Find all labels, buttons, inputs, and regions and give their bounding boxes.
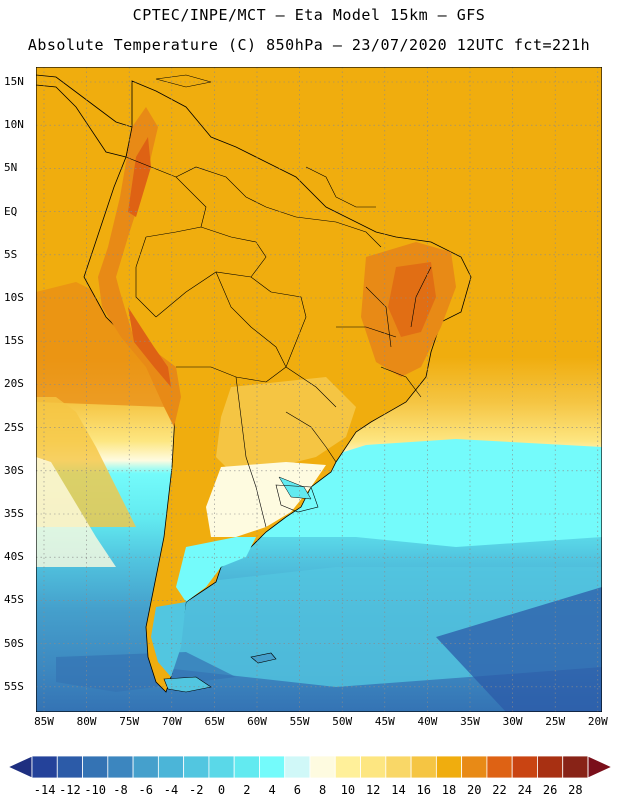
colorbar (6, 755, 614, 779)
colorbar-tick-label: 4 (268, 783, 276, 797)
lon-label: 40W (417, 715, 438, 728)
lat-label: 10S (4, 291, 24, 304)
atlantic-cold-mass (186, 439, 602, 547)
colorbar-tick-label: 26 (542, 783, 558, 797)
lon-label: 65W (204, 715, 225, 728)
colorbar-segment (334, 755, 361, 779)
caribbean-island (155, 74, 212, 88)
lat-label: 30S (4, 463, 24, 477)
colorbar-segment (461, 755, 488, 779)
lon-label: 45W (374, 715, 395, 728)
colorbar-tick-label: 6 (293, 783, 301, 797)
lon-label: 50W (332, 715, 353, 728)
lon-label: 85W (34, 715, 54, 728)
colorbar-segment (410, 755, 437, 779)
colorbar-tick-label: 20 (467, 783, 482, 797)
lon-label: 80W (76, 715, 97, 728)
lon-label: 75W (119, 715, 140, 728)
colorbar-segment (385, 755, 412, 779)
lat-label: 35S (4, 507, 24, 520)
lagoa-dos-patos (278, 476, 312, 500)
patagonia-cold (176, 537, 256, 602)
colorbar-segment (132, 755, 159, 779)
colorbar-segment (284, 755, 311, 779)
colorbar-segment (435, 755, 463, 779)
lat-label: 40S (4, 550, 24, 564)
lon-label: 60W (247, 715, 267, 728)
lon-label: 20W (587, 715, 608, 728)
colorbar-segment (537, 755, 564, 779)
colorbar-segment (259, 755, 286, 779)
colorbar-tick-label: 12 (365, 783, 381, 797)
colorbar-segment (233, 755, 260, 779)
tierra-del-fuego (163, 676, 212, 693)
colorbar-tick-label: 18 (441, 783, 457, 797)
colorbar-tick-label: 8 (319, 783, 327, 797)
colorbar-under-arrow (6, 755, 33, 779)
colorbar-tick-label: -6 (138, 783, 153, 797)
lon-label: 35W (460, 715, 480, 728)
colorbar-segment (511, 755, 538, 779)
colorbar-segment (208, 755, 235, 779)
colorbar-tick-label: -14 (33, 783, 56, 797)
falkland-islands (250, 652, 277, 664)
lon-label: 70W (161, 715, 182, 728)
lat-label: 10N (4, 118, 24, 132)
central-america-land (36, 74, 133, 158)
colorbar-tick-label: 16 (416, 783, 431, 797)
lat-label: EQ (4, 204, 18, 218)
rio-de-la-plata (275, 484, 319, 513)
colorbar-segment (157, 755, 185, 779)
lat-label: 25S (4, 420, 24, 434)
colorbar-over-arrow (587, 755, 614, 779)
colorbar-segment (107, 755, 134, 779)
andes-peak-south (128, 307, 171, 387)
lat-label: 45S (4, 593, 24, 607)
pampas-cool (206, 462, 326, 537)
colorbar-tick-label: 2 (243, 783, 251, 797)
colorbar-tick-label: 22 (492, 783, 507, 797)
deep-cold-patch-east (436, 587, 602, 712)
colorbar-tick-label: 28 (568, 783, 583, 797)
colorbar-segment (183, 755, 210, 779)
colorbar-tick-label: -2 (189, 783, 204, 797)
colorbar-segment (309, 755, 336, 779)
colorbar-segment (82, 755, 109, 779)
colorbar-segment (31, 755, 58, 779)
lat-label: 20S (4, 377, 24, 391)
colorbar-tick-label: 0 (217, 783, 226, 797)
country-borders (125, 156, 432, 528)
lat-label: 15S (4, 334, 24, 348)
chart-subtitle: Absolute Temperature (C) 850hPa – 23/07/… (27, 36, 591, 54)
colorbar-tick-label: 14 (391, 783, 406, 797)
colorbar-segment (56, 755, 83, 779)
colorbar-segment (360, 755, 387, 779)
colorbar-tick-label: -4 (163, 783, 179, 797)
colorbar-tick-label: 24 (517, 783, 533, 797)
lat-label: 5S (4, 247, 18, 261)
lat-label: 50S (4, 636, 24, 650)
chart-title: CPTEC/INPE/MCT – Eta Model 15km – GFS (132, 6, 486, 24)
lon-label: 55W (289, 715, 310, 728)
pacific-warm-band (36, 282, 166, 407)
temperature-map (36, 67, 602, 712)
patagonia-south-cold (151, 602, 186, 677)
andes-peak-warm (128, 137, 151, 217)
colorbar-tick-label: -12 (59, 783, 81, 797)
colorbar-tick-label: -10 (84, 783, 107, 797)
lon-label: 30W (502, 715, 523, 728)
lat-label: 55S (4, 679, 24, 693)
lat-label: 15N (4, 75, 24, 88)
lat-label: 5N (4, 161, 18, 175)
pacific-cold-tongue (36, 457, 116, 567)
colorbar-tick-label: 10 (340, 783, 356, 797)
colorbar-segment (486, 755, 513, 779)
southern-cone-mild (216, 377, 356, 477)
colorbar-tick-label: -8 (113, 783, 128, 797)
colorbar-segment (562, 755, 589, 779)
lon-label: 25W (545, 715, 566, 728)
